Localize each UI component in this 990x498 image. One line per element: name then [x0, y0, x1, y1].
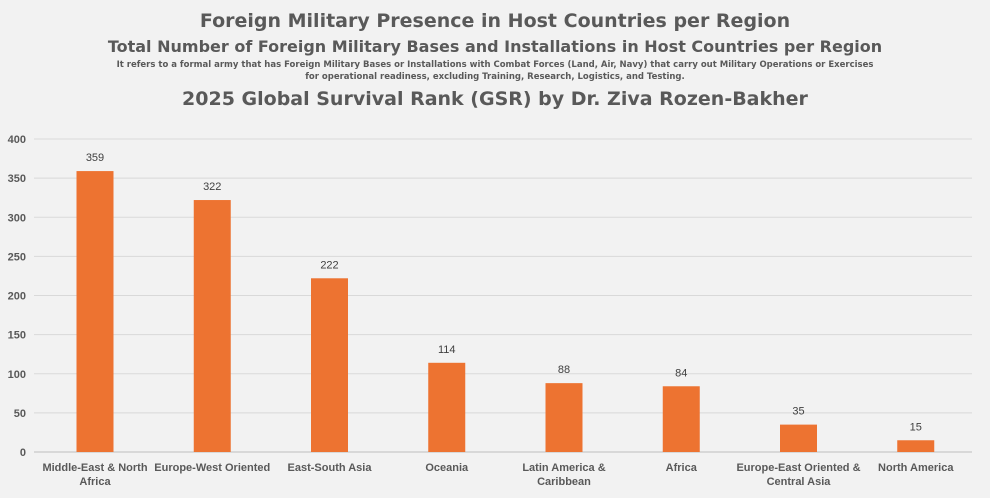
x-tick-label-2-0: East-South Asia	[288, 462, 373, 474]
chart-title: Foreign Military Presence in Host Countr…	[199, 10, 791, 32]
x-tick-label-3-0: Oceania	[425, 462, 469, 474]
y-tick-label-150: 150	[8, 330, 26, 342]
bar-0	[76, 171, 114, 452]
chart-note: It refers to a formal army that has Fore…	[116, 60, 874, 82]
y-tick-label-350: 350	[8, 173, 26, 185]
y-tick-label-250: 250	[8, 251, 26, 263]
y-tick-label-100: 100	[8, 369, 26, 381]
data-label-1: 322	[203, 181, 221, 193]
data-label-2: 222	[320, 259, 338, 271]
bar-6	[780, 424, 817, 452]
chart-source-line: 2025 Global Survival Rank (GSR) by Dr. Z…	[182, 88, 808, 110]
data-label-7: 15	[910, 421, 922, 433]
x-tick-label-6-0: Europe-East Oriented &	[736, 462, 860, 474]
data-label-6: 35	[792, 406, 804, 418]
y-tick-label-200: 200	[8, 291, 26, 303]
x-tick-label-0-0: Middle-East & North	[42, 462, 147, 474]
data-label-0: 359	[86, 152, 104, 164]
x-tick-label-4-1: Caribbean	[537, 476, 591, 488]
data-label-4: 88	[558, 364, 570, 376]
y-tick-label-50: 50	[14, 408, 26, 420]
data-label-3: 114	[438, 344, 456, 356]
bar-4	[545, 383, 583, 452]
bar-7	[897, 440, 935, 452]
y-tick-label-300: 300	[8, 212, 26, 224]
x-tick-label-5-0: Africa	[666, 462, 698, 474]
bar-3	[428, 362, 466, 452]
data-label-5: 84	[675, 367, 687, 379]
x-tick-label-7-0: North America	[878, 462, 954, 474]
y-tick-label-0: 0	[20, 447, 26, 459]
y-tick-label-400: 400	[8, 134, 26, 146]
bar-2	[311, 278, 348, 452]
x-tick-label-4-0: Latin America &	[522, 462, 605, 474]
x-tick-label-0-1: Africa	[79, 476, 111, 488]
bar-1	[193, 200, 231, 452]
x-tick-label-6-1: Central Asia	[767, 476, 832, 488]
x-tick-label-1-0: Europe-West Oriented	[154, 462, 270, 474]
chart-subtitle: Total Number of Foreign Military Bases a…	[107, 37, 883, 56]
bar-5	[662, 386, 700, 452]
